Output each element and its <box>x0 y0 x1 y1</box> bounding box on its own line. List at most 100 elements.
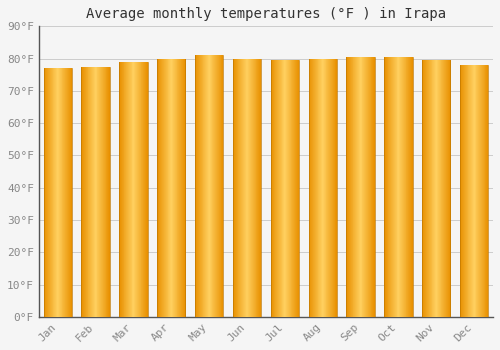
Bar <box>254 58 255 317</box>
Bar <box>275 60 276 317</box>
Bar <box>94 66 95 317</box>
Bar <box>320 58 321 317</box>
Bar <box>124 62 125 317</box>
Bar <box>285 60 286 317</box>
Bar <box>332 58 333 317</box>
Bar <box>346 57 347 317</box>
Bar <box>438 60 439 317</box>
Bar <box>361 57 362 317</box>
Bar <box>359 57 360 317</box>
Bar <box>476 65 477 317</box>
Bar <box>127 62 128 317</box>
Bar <box>54 68 55 317</box>
Bar <box>177 58 178 317</box>
Bar <box>62 68 63 317</box>
Bar <box>409 57 410 317</box>
Bar <box>362 57 363 317</box>
Bar <box>86 66 87 317</box>
Bar <box>250 58 251 317</box>
Bar <box>336 58 337 317</box>
Bar <box>335 58 336 317</box>
Bar <box>463 65 464 317</box>
Bar <box>429 60 430 317</box>
Bar <box>423 60 424 317</box>
Bar <box>88 66 89 317</box>
Bar <box>50 68 51 317</box>
Bar <box>170 58 171 317</box>
Bar <box>431 60 432 317</box>
Bar <box>58 68 59 317</box>
Bar <box>485 65 486 317</box>
Bar <box>469 65 470 317</box>
Bar <box>202 55 203 317</box>
Bar <box>122 62 123 317</box>
Bar <box>407 57 408 317</box>
Bar <box>57 68 58 317</box>
Bar <box>260 58 261 317</box>
Bar <box>198 55 199 317</box>
Bar <box>142 62 143 317</box>
Bar <box>256 58 257 317</box>
Bar <box>132 62 133 317</box>
Bar <box>251 58 252 317</box>
Bar <box>486 65 487 317</box>
Bar <box>219 55 220 317</box>
Bar <box>169 58 170 317</box>
Bar <box>310 58 311 317</box>
Bar <box>172 58 173 317</box>
Bar <box>321 58 322 317</box>
Bar <box>260 58 261 317</box>
Bar <box>173 58 174 317</box>
Bar <box>443 60 444 317</box>
Bar <box>475 65 476 317</box>
Bar <box>460 65 461 317</box>
Bar <box>257 58 258 317</box>
Bar <box>351 57 352 317</box>
Bar <box>96 66 97 317</box>
Bar <box>141 62 142 317</box>
Bar <box>405 57 406 317</box>
Bar <box>235 58 236 317</box>
Bar <box>271 60 272 317</box>
Bar <box>403 57 404 317</box>
Bar <box>435 60 436 317</box>
Bar <box>255 58 256 317</box>
Bar <box>139 62 140 317</box>
Bar <box>171 58 172 317</box>
Bar <box>322 58 323 317</box>
Bar <box>408 57 409 317</box>
Bar <box>410 57 411 317</box>
Bar <box>276 60 277 317</box>
Bar <box>245 58 246 317</box>
Bar <box>105 66 106 317</box>
Bar <box>326 58 327 317</box>
Bar <box>198 55 200 317</box>
Bar <box>329 58 330 317</box>
Bar <box>89 66 90 317</box>
Bar <box>445 60 446 317</box>
Bar <box>411 57 412 317</box>
Bar <box>372 57 373 317</box>
Bar <box>161 58 162 317</box>
Bar <box>388 57 389 317</box>
Bar <box>410 57 411 317</box>
Bar <box>258 58 259 317</box>
Bar <box>462 65 463 317</box>
Bar <box>159 58 160 317</box>
Bar <box>126 62 127 317</box>
Bar <box>293 60 294 317</box>
Bar <box>284 60 285 317</box>
Bar <box>400 57 401 317</box>
Bar <box>463 65 464 317</box>
Bar <box>404 57 405 317</box>
Bar <box>366 57 367 317</box>
Bar <box>312 58 313 317</box>
Bar <box>101 66 102 317</box>
Bar <box>286 60 287 317</box>
Bar <box>236 58 237 317</box>
Bar <box>131 62 132 317</box>
Bar <box>145 62 146 317</box>
Bar <box>328 58 329 317</box>
Bar <box>52 68 53 317</box>
Bar <box>399 57 400 317</box>
